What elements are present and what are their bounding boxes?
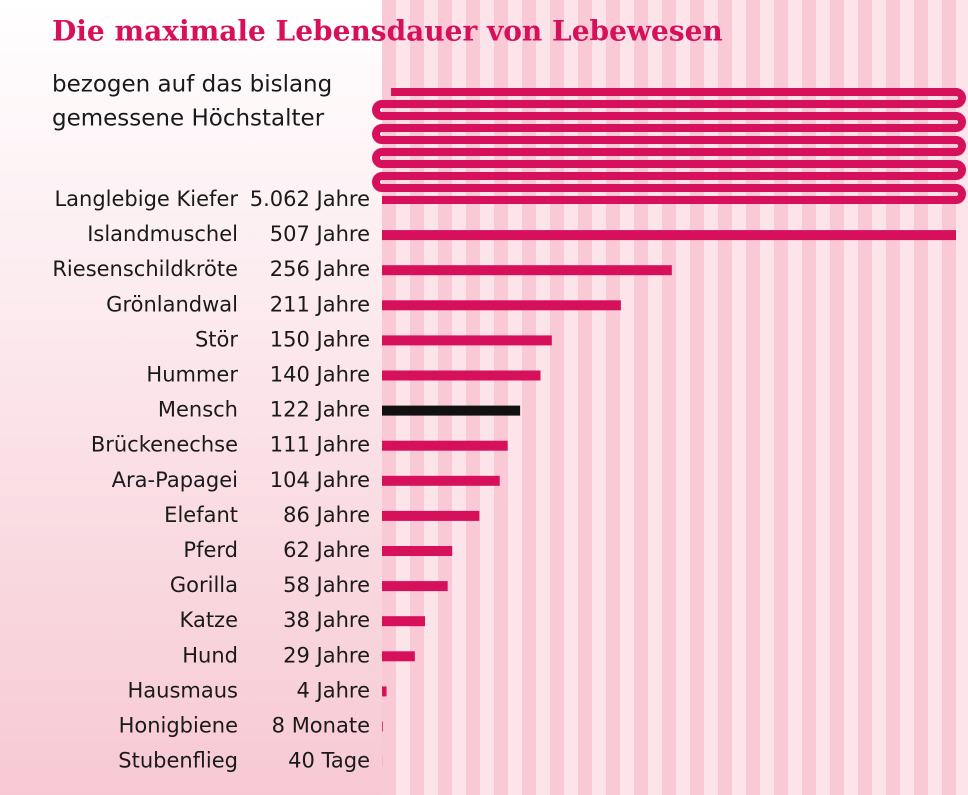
- value-label: 8 Monate: [272, 714, 370, 738]
- value-label: 122 Jahre: [270, 398, 370, 422]
- category-label: Hausmaus: [128, 678, 239, 702]
- category-label: Gorilla: [170, 573, 238, 597]
- bar: [382, 405, 521, 416]
- bar: [382, 230, 956, 241]
- value-label: 140 Jahre: [270, 363, 370, 387]
- category-label: Ara-Papagei: [112, 468, 238, 492]
- stripes: [382, 0, 968, 795]
- value-label: 5.062 Jahre: [250, 187, 370, 211]
- value-label: 29 Jahre: [283, 643, 370, 667]
- category-label: Stubenflieg: [118, 749, 238, 773]
- bar: [382, 546, 453, 556]
- bar: [372, 88, 966, 204]
- bar: [382, 475, 500, 486]
- value-label: 211 Jahre: [270, 292, 370, 316]
- bar: [382, 651, 415, 662]
- value-label: 104 Jahre: [270, 468, 370, 492]
- subtitle: bezogen auf das bislang: [52, 72, 332, 98]
- category-label: Riesenschildkröte: [52, 257, 238, 281]
- bar: [382, 510, 480, 521]
- bar: [382, 721, 383, 732]
- bar: [382, 370, 541, 381]
- category-label: Katze: [180, 608, 238, 632]
- chart-title: Die maximale Lebensdauer von Lebewesen: [52, 15, 723, 48]
- value-label: 62 Jahre: [283, 538, 370, 562]
- value-label: 86 Jahre: [283, 503, 370, 527]
- bar: [382, 616, 426, 627]
- category-label: Hund: [182, 643, 238, 667]
- value-label: 40 Tage: [288, 749, 370, 773]
- value-label: 4 Jahre: [297, 678, 371, 702]
- bar: [382, 300, 621, 311]
- category-label: Hummer: [146, 363, 238, 387]
- bar: [382, 440, 508, 451]
- bar: [382, 581, 448, 592]
- subtitle: gemessene Höchstalter: [52, 106, 325, 132]
- category-label: Pferd: [183, 538, 238, 562]
- value-label: 507 Jahre: [270, 222, 370, 246]
- value-label: 58 Jahre: [283, 573, 370, 597]
- bar: [382, 335, 552, 346]
- category-label: Mensch: [158, 398, 238, 422]
- category-label: Langlebige Kiefer: [54, 187, 238, 211]
- bar: [382, 265, 672, 276]
- value-label: 256 Jahre: [270, 257, 370, 281]
- value-label: 150 Jahre: [270, 327, 370, 351]
- bar: [382, 686, 387, 697]
- category-label: Grönlandwal: [106, 292, 238, 316]
- value-label: 111 Jahre: [270, 433, 370, 457]
- category-label: Elefant: [164, 503, 238, 527]
- category-label: Islandmuschel: [87, 222, 238, 246]
- category-label: Honigbiene: [119, 714, 238, 738]
- category-label: Stör: [195, 327, 238, 351]
- category-label: Brückenechse: [91, 433, 238, 457]
- value-label: 38 Jahre: [283, 608, 370, 632]
